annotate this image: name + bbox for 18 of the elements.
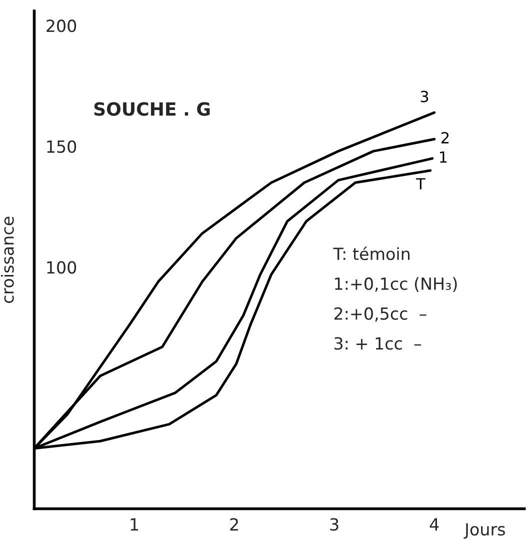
x-tick-label: 3 (330, 518, 338, 531)
annotation: 1:+0,1cc (NH₃) (335, 277, 457, 292)
series-label: 1 (440, 152, 447, 163)
x-tick-label: 2 (230, 518, 238, 530)
x-tick-label: 1 (130, 518, 138, 530)
series-label: 3 (420, 90, 428, 102)
series-label: 2 (441, 132, 449, 144)
y-tick-label: 150 (47, 140, 76, 153)
x-axis-title: Jours (464, 523, 505, 539)
y-tick-label: 100 (47, 261, 76, 274)
annotation: T: témoin (333, 246, 410, 260)
annotation: 2:+0,5cc – (334, 307, 426, 322)
annotation: 3: + 1cc – (334, 337, 422, 350)
x-tick-label: 4 (430, 518, 439, 530)
series-label: T (416, 178, 426, 190)
text: SOUCHE . G (94, 102, 210, 116)
y-tick-label: 200 (46, 20, 76, 32)
y-axis-title: croissance (0, 216, 14, 304)
